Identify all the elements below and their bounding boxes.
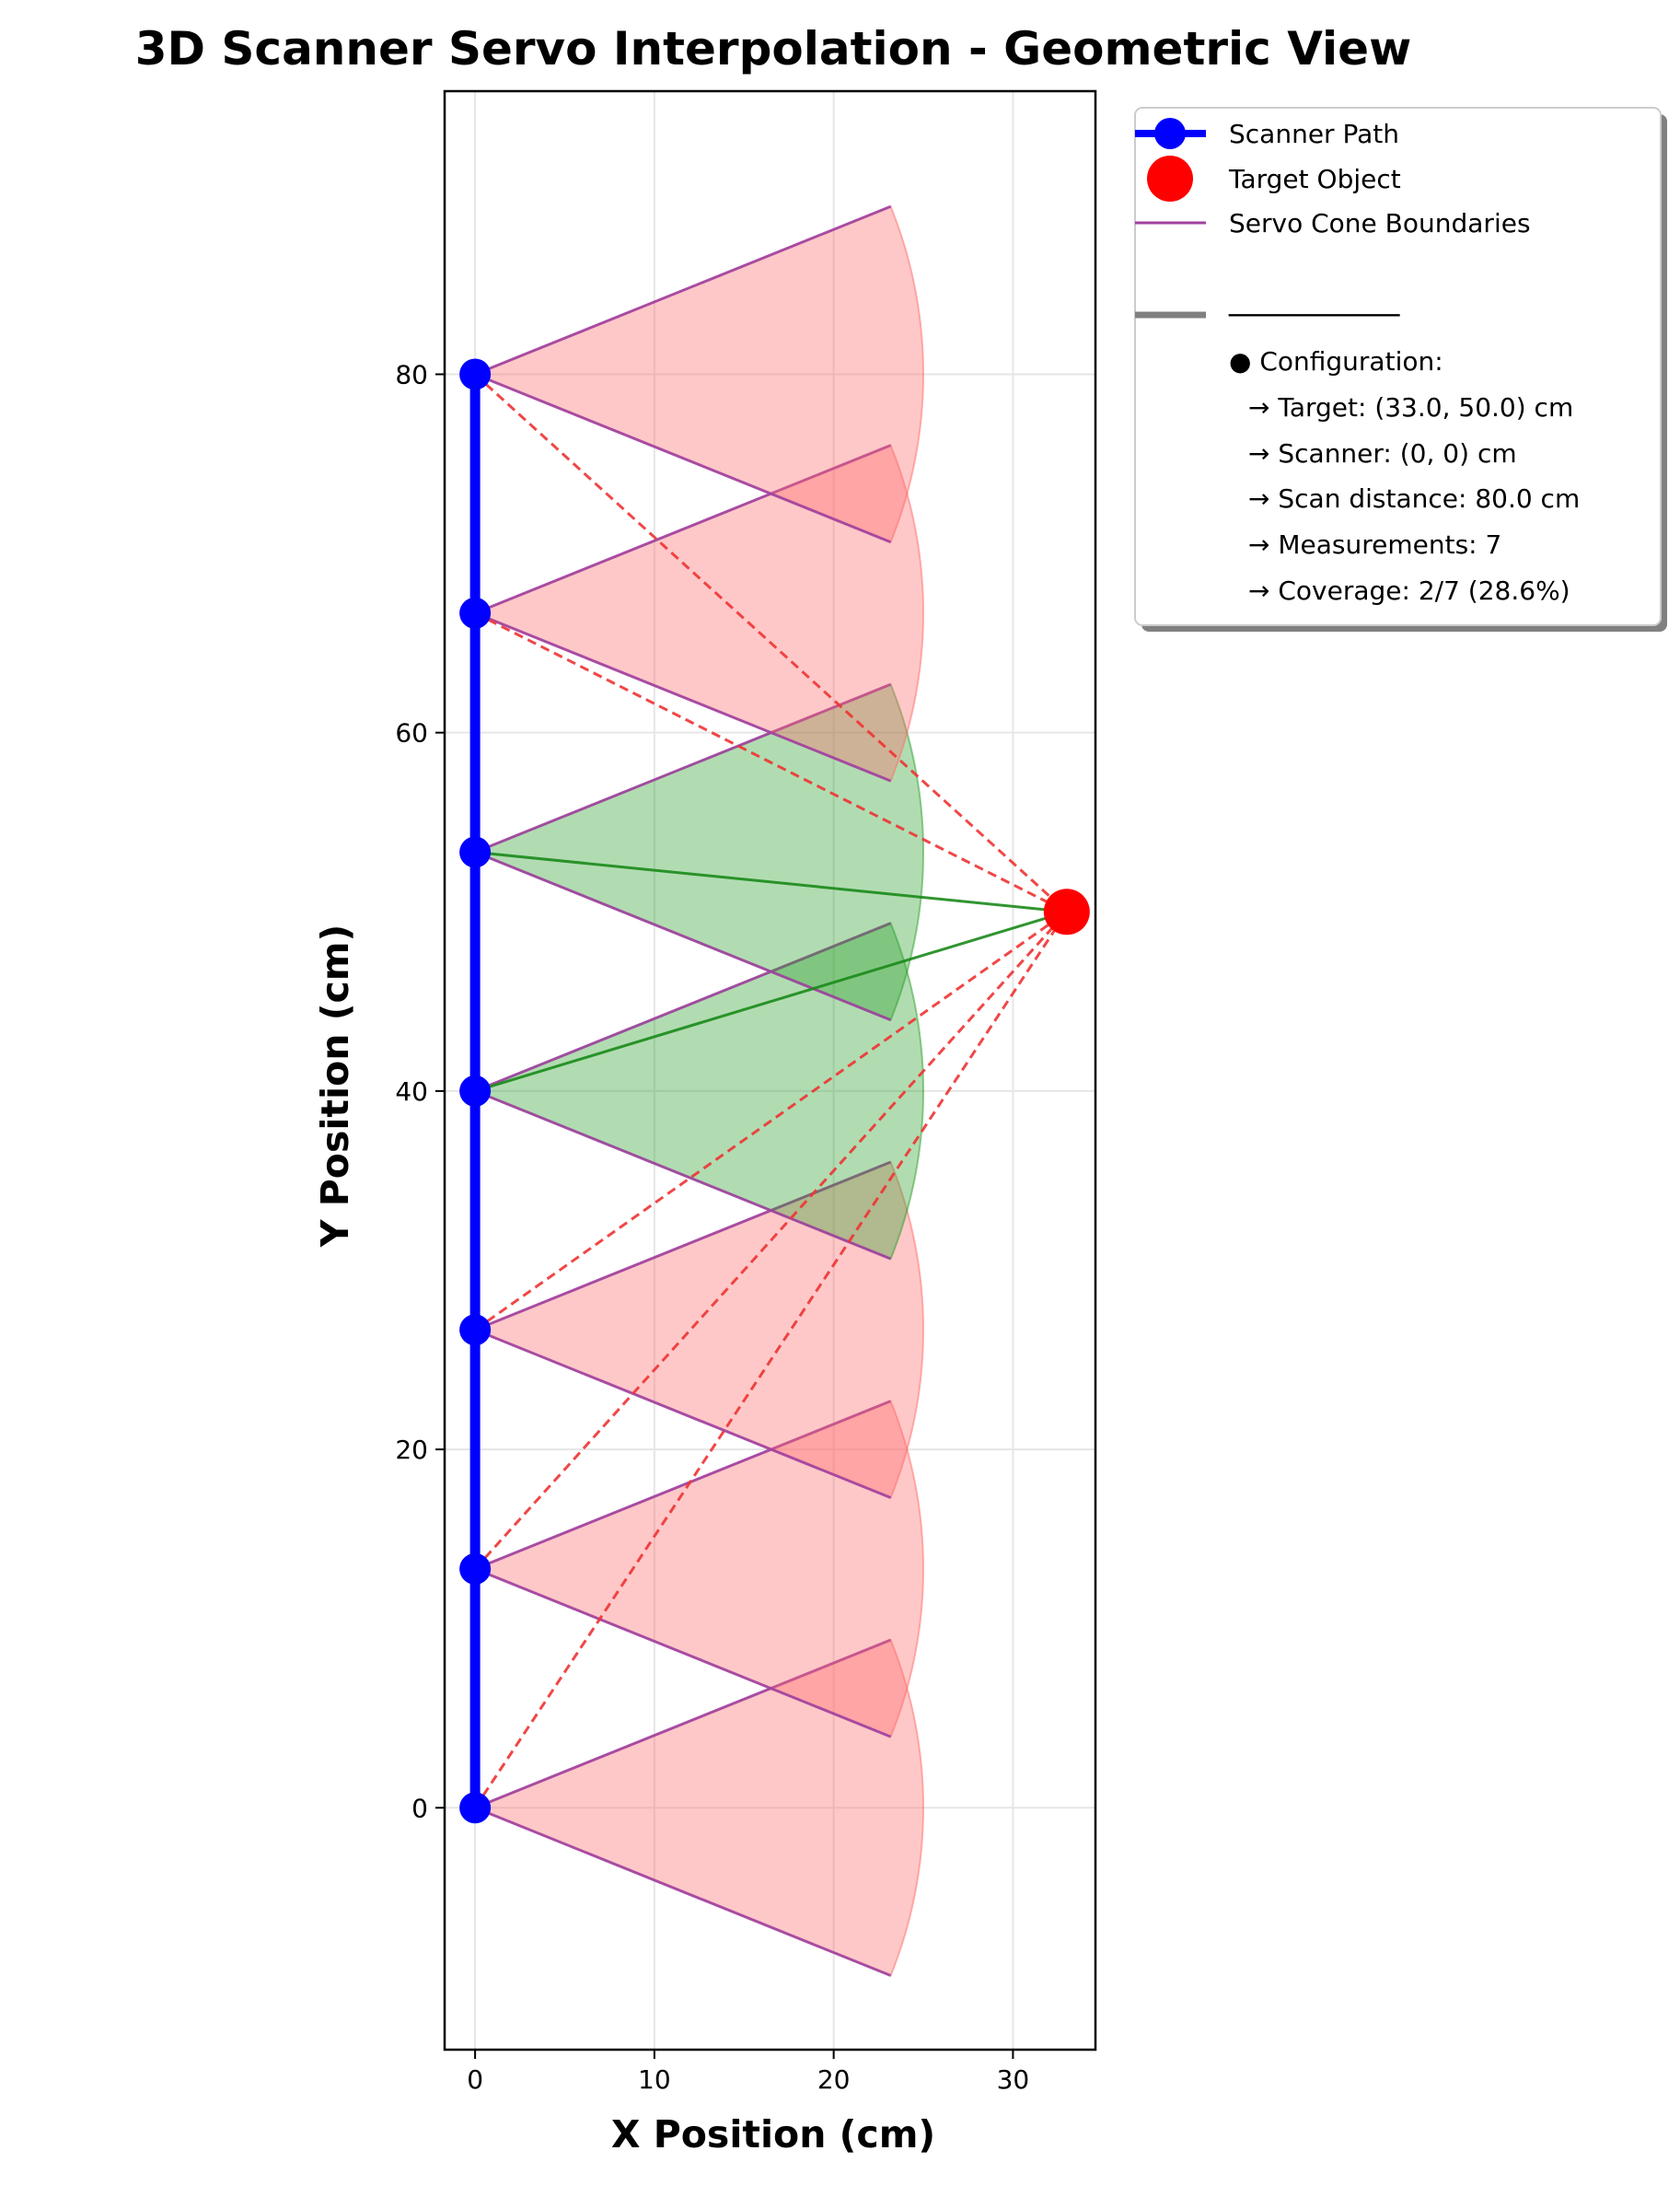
legend-box bbox=[1134, 107, 1662, 626]
scanner-point bbox=[459, 358, 492, 390]
cone-boundary-line bbox=[474, 1400, 892, 1571]
y-tick-label: 80 bbox=[395, 359, 428, 389]
y-tick-label: 20 bbox=[395, 1435, 428, 1465]
cone-boundary-line bbox=[474, 1089, 892, 1261]
x-tick-label: 10 bbox=[638, 2064, 671, 2095]
hit-ray bbox=[474, 910, 1068, 1093]
miss-ray bbox=[474, 611, 1068, 913]
y-tick-label: 60 bbox=[395, 718, 428, 749]
miss-ray bbox=[474, 911, 1068, 1331]
cone-boundary-line bbox=[474, 851, 892, 1022]
legend: Scanner Path Target Object Servo Cone Bo… bbox=[1134, 107, 1667, 632]
plot-frame bbox=[443, 89, 1097, 2052]
legend-config-line: → Target: (33.0, 50.0) cm bbox=[1248, 392, 1573, 423]
legend-separator: ─────────── bbox=[1228, 300, 1401, 331]
legend-config-line: → Measurements: 7 bbox=[1248, 529, 1501, 560]
x-tick-label: 20 bbox=[817, 2064, 851, 2095]
miss-ray bbox=[473, 911, 1069, 1809]
cone-boundary-line bbox=[474, 1638, 892, 1809]
scanner-path bbox=[459, 358, 492, 1824]
x-tick-label: 30 bbox=[997, 2064, 1030, 2095]
scanner-point bbox=[459, 1314, 492, 1346]
cone-boundary-line bbox=[474, 682, 892, 854]
legend-target-marker bbox=[1147, 156, 1193, 202]
cone-boundary-line bbox=[474, 204, 892, 376]
target-rays bbox=[473, 373, 1069, 1809]
legend-config-title: ● Configuration: bbox=[1229, 346, 1443, 377]
miss-ray bbox=[473, 911, 1068, 1570]
legend-path-marker bbox=[1154, 118, 1186, 149]
legend-scanner-path: Scanner Path bbox=[1229, 119, 1399, 149]
cone-boundary-line bbox=[474, 444, 892, 615]
cone-boundary-line bbox=[474, 373, 892, 544]
scanner-point bbox=[459, 597, 492, 629]
cone-boundary-line bbox=[474, 1567, 892, 1738]
target-object bbox=[1043, 889, 1090, 936]
y-tick-label: 0 bbox=[411, 1793, 428, 1823]
legend-config-line: → Scanner: (0, 0) cm bbox=[1248, 438, 1517, 469]
target-marker bbox=[1043, 889, 1090, 936]
miss-ray bbox=[474, 373, 1068, 913]
legend-config-line: → Coverage: 2/7 (28.6%) bbox=[1248, 575, 1570, 606]
cone-boundary-line bbox=[474, 1160, 892, 1331]
legend-target: Target Object bbox=[1228, 164, 1401, 194]
legend-config-line: → Scan distance: 80.0 cm bbox=[1248, 483, 1580, 514]
axis-ticks: 0 10 20 30 0 20 40 60 80 bbox=[395, 359, 1029, 2095]
cone-boundary-line bbox=[474, 1806, 892, 1977]
y-axis-label: Y Position (cm) bbox=[313, 924, 357, 1248]
servo-cone bbox=[472, 204, 925, 544]
chart-title: 3D Scanner Servo Interpolation - Geometr… bbox=[135, 22, 1412, 76]
servo-cones bbox=[472, 204, 925, 1977]
y-tick-label: 40 bbox=[395, 1076, 428, 1107]
scanner-point bbox=[459, 1792, 492, 1824]
x-tick-label: 0 bbox=[467, 2064, 483, 2095]
scanner-point bbox=[459, 1075, 492, 1107]
scanner-point bbox=[459, 1552, 492, 1585]
legend-cones: Servo Cone Boundaries bbox=[1229, 208, 1531, 238]
scanner-point bbox=[459, 836, 492, 868]
cone-boundary-line bbox=[474, 1328, 892, 1499]
cone-boundary-line bbox=[474, 611, 892, 783]
hit-ray bbox=[474, 850, 1067, 913]
x-axis-label: X Position (cm) bbox=[611, 2112, 935, 2156]
cone-boundary-line bbox=[474, 922, 892, 1093]
